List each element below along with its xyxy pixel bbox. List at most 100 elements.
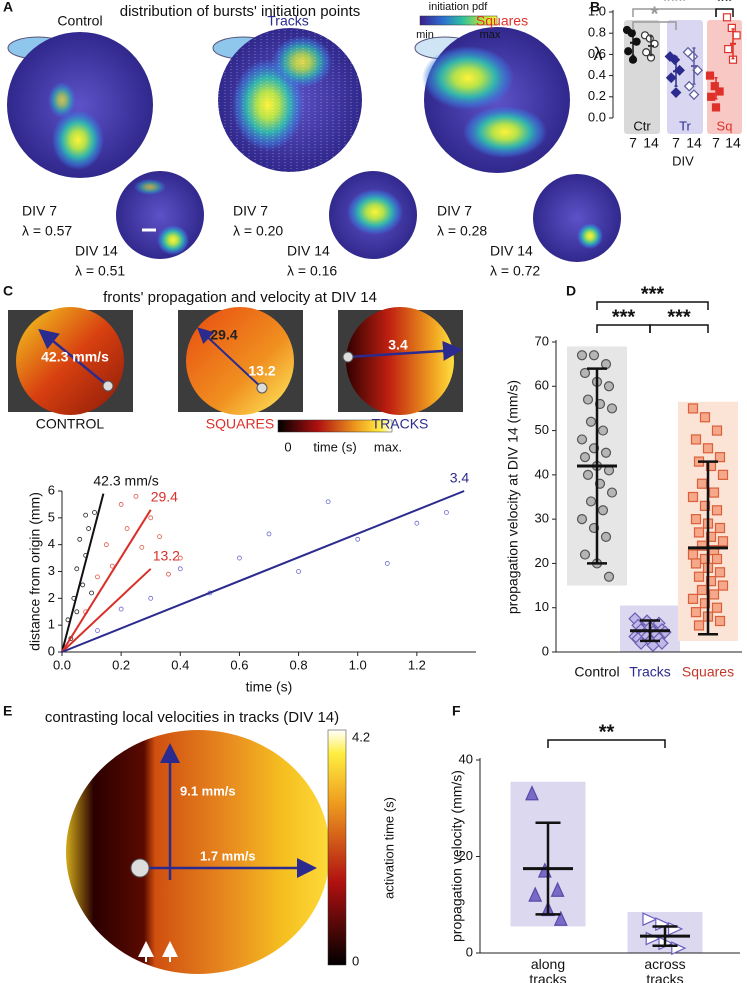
colorbar-max: max. bbox=[374, 439, 402, 454]
colorbar-min: min bbox=[416, 29, 434, 41]
div-label: DIV 14 bbox=[490, 243, 533, 259]
panel-label: C bbox=[3, 283, 13, 299]
y-tick-label: 1 bbox=[48, 617, 55, 632]
panel-label: F bbox=[452, 703, 461, 719]
x-tick-label: 7 bbox=[629, 135, 637, 151]
point bbox=[582, 394, 594, 405]
panel-e-images bbox=[66, 729, 347, 974]
y-tick-label: 70 bbox=[535, 333, 549, 348]
y-tick-label: 0.0 bbox=[588, 109, 606, 124]
panel-label: D bbox=[566, 283, 576, 299]
x-tick-label: 0.8 bbox=[290, 657, 308, 672]
velocity-label: 13.2 bbox=[248, 363, 275, 379]
point bbox=[699, 598, 711, 609]
div-label: DIV 7 bbox=[22, 203, 57, 219]
hotspot bbox=[52, 110, 104, 170]
point bbox=[708, 487, 720, 498]
point bbox=[576, 514, 588, 525]
group-label: Sq bbox=[717, 118, 733, 133]
point bbox=[727, 23, 736, 32]
point bbox=[624, 47, 633, 56]
point bbox=[717, 536, 729, 547]
significance-label: *** bbox=[667, 306, 691, 328]
x-tick-label: 7 bbox=[712, 135, 720, 151]
hotspot bbox=[577, 223, 603, 249]
x-axis-label: time (s) bbox=[246, 679, 293, 695]
point bbox=[664, 51, 676, 62]
colorbar bbox=[419, 15, 498, 26]
point bbox=[687, 491, 699, 503]
point bbox=[693, 571, 705, 582]
point bbox=[705, 71, 715, 80]
point bbox=[576, 434, 588, 445]
point bbox=[710, 82, 719, 91]
point bbox=[139, 544, 145, 550]
fit-line bbox=[61, 490, 465, 653]
point bbox=[77, 536, 83, 542]
point bbox=[717, 580, 729, 591]
point bbox=[237, 555, 242, 561]
hotspot bbox=[157, 225, 189, 255]
condition-name: Tracks bbox=[267, 13, 308, 29]
x-tick-label: 7 bbox=[672, 135, 680, 151]
point bbox=[148, 515, 154, 521]
point bbox=[606, 403, 618, 414]
point bbox=[722, 13, 732, 22]
x-tick-label: Squares bbox=[682, 664, 734, 680]
point bbox=[296, 569, 301, 574]
fit-label: 13.2 bbox=[153, 548, 180, 564]
point bbox=[118, 606, 124, 612]
lambda-label: λ = 0.16 bbox=[287, 263, 337, 279]
colorbar-tick: 0 bbox=[352, 953, 359, 968]
point bbox=[74, 566, 80, 572]
point bbox=[528, 886, 543, 902]
point bbox=[687, 403, 699, 414]
point bbox=[714, 567, 726, 578]
origin bbox=[256, 382, 268, 394]
origin bbox=[342, 351, 354, 363]
point bbox=[103, 542, 109, 548]
velocity-label: 3.4 bbox=[388, 337, 408, 353]
colorbar-max: max bbox=[480, 29, 501, 41]
group-label: Ctr bbox=[633, 118, 651, 133]
point bbox=[80, 582, 86, 588]
y-tick-label: 40 bbox=[535, 466, 549, 481]
y-tick-label: 50 bbox=[535, 422, 549, 437]
x-tick-label: 1.2 bbox=[408, 657, 426, 672]
point bbox=[690, 434, 702, 445]
lambda-label: λ = 0.57 bbox=[22, 223, 72, 239]
point bbox=[693, 620, 705, 631]
point bbox=[632, 37, 641, 46]
lambda-label: λ = 0.28 bbox=[437, 223, 487, 239]
point bbox=[355, 536, 361, 542]
colorbar bbox=[327, 729, 347, 966]
colorbar-label: activation time (s) bbox=[381, 797, 396, 899]
fit-line bbox=[61, 493, 105, 653]
point bbox=[582, 469, 594, 480]
hotspot bbox=[463, 106, 547, 158]
activation-map bbox=[66, 730, 330, 974]
point bbox=[711, 602, 723, 613]
arrow bbox=[197, 327, 263, 389]
point bbox=[696, 478, 708, 489]
point bbox=[74, 609, 80, 615]
significance-label: *** bbox=[663, 0, 687, 12]
origin bbox=[130, 858, 150, 878]
tracks-overlay bbox=[218, 28, 362, 172]
point bbox=[708, 589, 720, 600]
y-axis-label: propagation velocity (mm/s) bbox=[449, 770, 465, 942]
significance-bracket bbox=[547, 739, 666, 748]
point bbox=[717, 469, 729, 480]
map-name: CONTROL bbox=[36, 416, 105, 432]
significance-label: ** bbox=[599, 721, 615, 743]
point bbox=[714, 615, 726, 627]
y-tick-label: 0.4 bbox=[588, 67, 606, 82]
point bbox=[600, 359, 612, 370]
fit-label: 29.4 bbox=[151, 488, 178, 504]
point bbox=[669, 54, 681, 66]
significance-bracket bbox=[649, 324, 709, 333]
y-tick-label: 1.0 bbox=[588, 3, 606, 18]
point bbox=[157, 534, 162, 540]
title: contrasting local velocities in tracks (… bbox=[45, 709, 339, 726]
